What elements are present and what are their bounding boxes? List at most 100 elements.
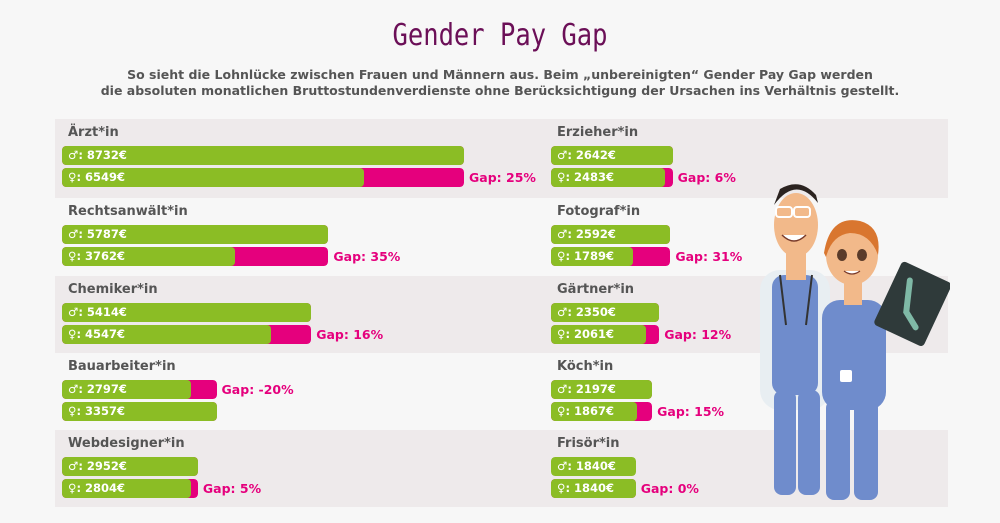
female-symbol-icon: ♀ <box>68 327 77 341</box>
male-salary-bar: ♂: 2952€ <box>62 457 198 476</box>
male-salary-label: ♂: 2642€ <box>557 148 616 162</box>
female-salary-bar: ♀: 1840€ <box>551 479 636 498</box>
female-salary-value: 2061€ <box>574 327 615 341</box>
male-salary-fill <box>62 225 329 244</box>
subtitle-line-2: die absoluten monatlichen Bruttostundenv… <box>100 83 900 98</box>
male-salary-value: 2592€ <box>575 227 616 241</box>
female-salary-bar: ♀: 4547€ <box>62 325 312 344</box>
female-salary-value: 4547€ <box>85 327 126 341</box>
gap-value: 25% <box>506 170 536 185</box>
female-salary-fill <box>551 479 636 498</box>
male-salary-bar: ♂: 8732€ <box>62 146 464 165</box>
female-salary-label: ♀: 3357€ <box>68 404 126 418</box>
gap-value: 35% <box>370 249 401 264</box>
job-label: Webdesigner*in <box>68 436 185 451</box>
job-label: Frisör*in <box>557 436 620 451</box>
gap-label: Gap: 35% <box>333 249 400 264</box>
male-salary-value: 5787€ <box>86 227 127 241</box>
xray-icon <box>874 261 950 346</box>
male-salary-bar: ♂: 2350€ <box>551 303 660 322</box>
male-salary-bar: ♂: 2592€ <box>551 225 671 244</box>
male-salary-bar: ♂: 1840€ <box>551 457 636 476</box>
female-salary-value: 3357€ <box>85 404 126 418</box>
male-salary-value: 2350€ <box>575 305 616 319</box>
male-salary-fill <box>551 380 653 399</box>
female-salary-value: 3762€ <box>85 249 126 263</box>
gap-value: -20% <box>258 382 294 397</box>
male-salary-fill <box>62 303 312 322</box>
female-doctor-figure <box>822 220 950 500</box>
female-symbol-icon: ♀ <box>557 481 566 495</box>
job-label: Bauarbeiter*in <box>68 359 176 374</box>
female-salary-bar: ♀: 2061€ <box>551 325 660 344</box>
male-salary-value: 2197€ <box>575 382 616 396</box>
male-salary-fill <box>551 457 636 476</box>
male-salary-label: ♂: 2350€ <box>557 305 616 319</box>
gap-prefix: Gap: <box>677 170 715 185</box>
female-salary-fill <box>551 168 666 187</box>
male-salary-label: ♂: 1840€ <box>557 459 616 473</box>
female-symbol-icon: ♀ <box>557 327 566 341</box>
gap-label: Gap: 6% <box>678 170 736 185</box>
male-salary-bar: ♂: 5414€ <box>62 303 312 322</box>
male-salary-label: ♂: 8732€ <box>68 148 127 162</box>
female-salary-bar: ♀: 3357€ <box>62 402 217 421</box>
female-salary-label: ♀: 3762€ <box>68 249 126 263</box>
gap-value: 6% <box>714 170 736 185</box>
male-symbol-icon: ♂ <box>557 459 568 473</box>
male-salary-value: 2952€ <box>86 459 127 473</box>
male-salary-value: 5414€ <box>86 305 127 319</box>
female-symbol-icon: ♀ <box>68 249 77 263</box>
gap-label: Gap: -20% <box>222 382 294 397</box>
gap-value: 12% <box>701 327 732 342</box>
gap-label: Gap: 0% <box>641 481 699 496</box>
male-salary-value: 1840€ <box>575 459 616 473</box>
male-symbol-icon: ♂ <box>557 148 568 162</box>
gap-label: Gap: 12% <box>664 327 731 342</box>
male-salary-fill <box>551 146 673 165</box>
male-salary-fill <box>62 380 191 399</box>
male-symbol-icon: ♂ <box>68 459 79 473</box>
male-salary-value: 2642€ <box>575 148 616 162</box>
female-salary-bar: ♀: 6549€ <box>62 168 464 187</box>
female-salary-label: ♀: 1840€ <box>557 481 615 495</box>
gap-value: 15% <box>694 404 725 419</box>
female-salary-bar: ♀: 3762€ <box>62 247 329 266</box>
female-salary-fill <box>551 247 634 266</box>
female-salary-value: 2483€ <box>574 170 615 184</box>
gap-prefix: Gap: <box>221 382 259 397</box>
male-salary-fill <box>62 457 198 476</box>
subtitle: So sieht die Lohnlücke zwischen Frauen u… <box>0 67 1000 99</box>
male-doctor-figure <box>760 184 830 495</box>
gap-prefix: Gap: <box>469 170 506 185</box>
job-label: Ärzt*in <box>68 125 119 140</box>
male-symbol-icon: ♂ <box>557 382 568 396</box>
gap-label: Gap: 25% <box>469 170 536 185</box>
job-label: Fotograf*in <box>557 204 641 219</box>
female-symbol-icon: ♀ <box>68 170 77 184</box>
job-label: Erzieher*in <box>557 125 639 140</box>
male-salary-fill <box>551 303 660 322</box>
male-symbol-icon: ♂ <box>68 227 79 241</box>
gap-value: 16% <box>353 327 384 342</box>
job-label: Köch*in <box>557 359 614 374</box>
gap-prefix: Gap: <box>675 249 713 264</box>
female-salary-value: 1789€ <box>574 249 615 263</box>
gap-label: Gap: 16% <box>316 327 383 342</box>
gap-prefix: Gap: <box>316 327 354 342</box>
gap-prefix: Gap: <box>657 404 695 419</box>
gap-value: 5% <box>239 481 262 496</box>
female-salary-bar: ♀: 2483€ <box>551 168 673 187</box>
page-title: Gender Pay Gap <box>392 18 608 53</box>
female-salary-bar: ♀: 1867€ <box>551 402 653 421</box>
gap-prefix: Gap: <box>664 327 702 342</box>
female-salary-fill <box>62 325 272 344</box>
female-salary-label: ♀: 1789€ <box>557 249 615 263</box>
female-salary-value: 6549€ <box>85 170 126 184</box>
job-label: Chemiker*in <box>68 282 158 297</box>
gap-label: Gap: 15% <box>657 404 724 419</box>
female-salary-value: 2804€ <box>85 481 126 495</box>
female-symbol-icon: ♀ <box>557 404 566 418</box>
gap-prefix: Gap: <box>640 481 678 496</box>
